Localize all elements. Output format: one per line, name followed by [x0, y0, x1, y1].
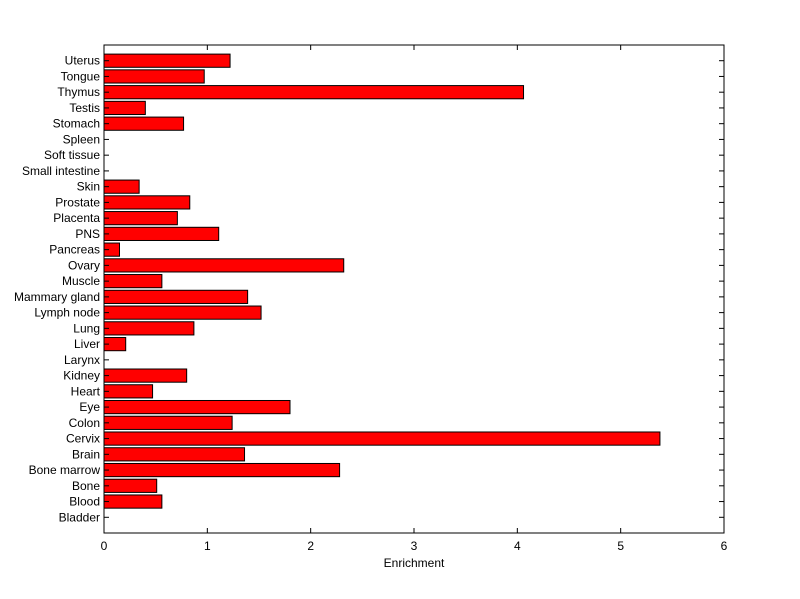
bar-blood	[103, 494, 163, 509]
bar-mammary-gland	[103, 289, 249, 304]
x-tick-label-3: 3	[411, 539, 418, 553]
bar-colon	[103, 415, 233, 430]
bar-cervix	[103, 431, 661, 446]
category-label-muscle: Muscle	[62, 274, 100, 288]
category-label-cervix: Cervix	[66, 432, 100, 446]
bar-eye	[103, 399, 291, 415]
category-label-pns: PNS	[75, 227, 100, 241]
bar-prostate	[103, 195, 191, 210]
bar-placenta	[103, 211, 178, 226]
category-label-larynx: Larynx	[64, 353, 100, 367]
category-label-lung: Lung	[73, 321, 100, 335]
bar-lung	[103, 321, 195, 336]
bar-heart	[103, 384, 154, 399]
bar-tongue	[103, 69, 205, 84]
bar-brain	[103, 447, 246, 462]
x-tick-label-2: 2	[307, 539, 314, 553]
bar-testis	[103, 100, 146, 116]
category-label-soft-tissue: Soft tissue	[44, 148, 100, 162]
category-label-mammary-gland: Mammary gland	[14, 290, 100, 304]
bar-bone	[103, 478, 158, 493]
ticks-group	[103, 45, 725, 533]
bar-stomach	[103, 116, 185, 131]
category-label-bladder: Bladder	[59, 510, 100, 524]
category-label-lymph-node: Lymph node	[34, 306, 100, 320]
bar-muscle	[103, 274, 163, 289]
x-tick-label-4: 4	[514, 539, 521, 553]
x-tick-labels-group: 0 1 2 3 4 5 6	[101, 539, 728, 553]
x-tick-label-6: 6	[721, 539, 728, 553]
category-label-small-intestine: Small intestine	[22, 164, 100, 178]
category-label-testis: Testis	[69, 101, 100, 115]
category-label-brain: Brain	[72, 447, 100, 461]
plot-frame	[103, 44, 725, 534]
category-label-bone-marrow: Bone marrow	[29, 463, 101, 477]
x-tick-label-0: 0	[101, 539, 108, 553]
category-label-skin: Skin	[77, 180, 100, 194]
category-label-ovary: Ovary	[68, 258, 100, 272]
category-label-eye: Eye	[79, 400, 100, 414]
category-label-stomach: Stomach	[53, 117, 100, 131]
category-label-heart: Heart	[71, 384, 101, 398]
category-label-kidney: Kidney	[63, 369, 100, 383]
category-label-placenta: Placenta	[53, 211, 100, 225]
bar-lymph-node	[103, 305, 262, 320]
bar-skin	[103, 179, 140, 194]
bar-bone-marrow	[103, 462, 341, 478]
category-label-thymus: Thymus	[57, 85, 100, 99]
bar-uterus	[103, 53, 231, 68]
category-label-tongue: Tongue	[61, 69, 101, 83]
category-label-colon: Colon	[69, 416, 100, 430]
bar-pns	[103, 226, 220, 241]
x-axis-title: Enrichment	[384, 556, 445, 570]
category-label-bone: Bone	[72, 479, 100, 493]
bar-thymus	[103, 85, 525, 100]
category-label-spleen: Spleen	[63, 132, 100, 146]
category-label-uterus: Uterus	[65, 54, 100, 68]
category-label-prostate: Prostate	[55, 195, 100, 209]
category-label-blood: Blood	[69, 495, 100, 509]
bar-ovary	[103, 258, 345, 273]
x-tick-label-5: 5	[617, 539, 624, 553]
category-label-pancreas: Pancreas	[49, 243, 100, 257]
bar-kidney	[103, 368, 188, 383]
x-tick-label-1: 1	[204, 539, 211, 553]
category-label-liver: Liver	[74, 337, 100, 351]
